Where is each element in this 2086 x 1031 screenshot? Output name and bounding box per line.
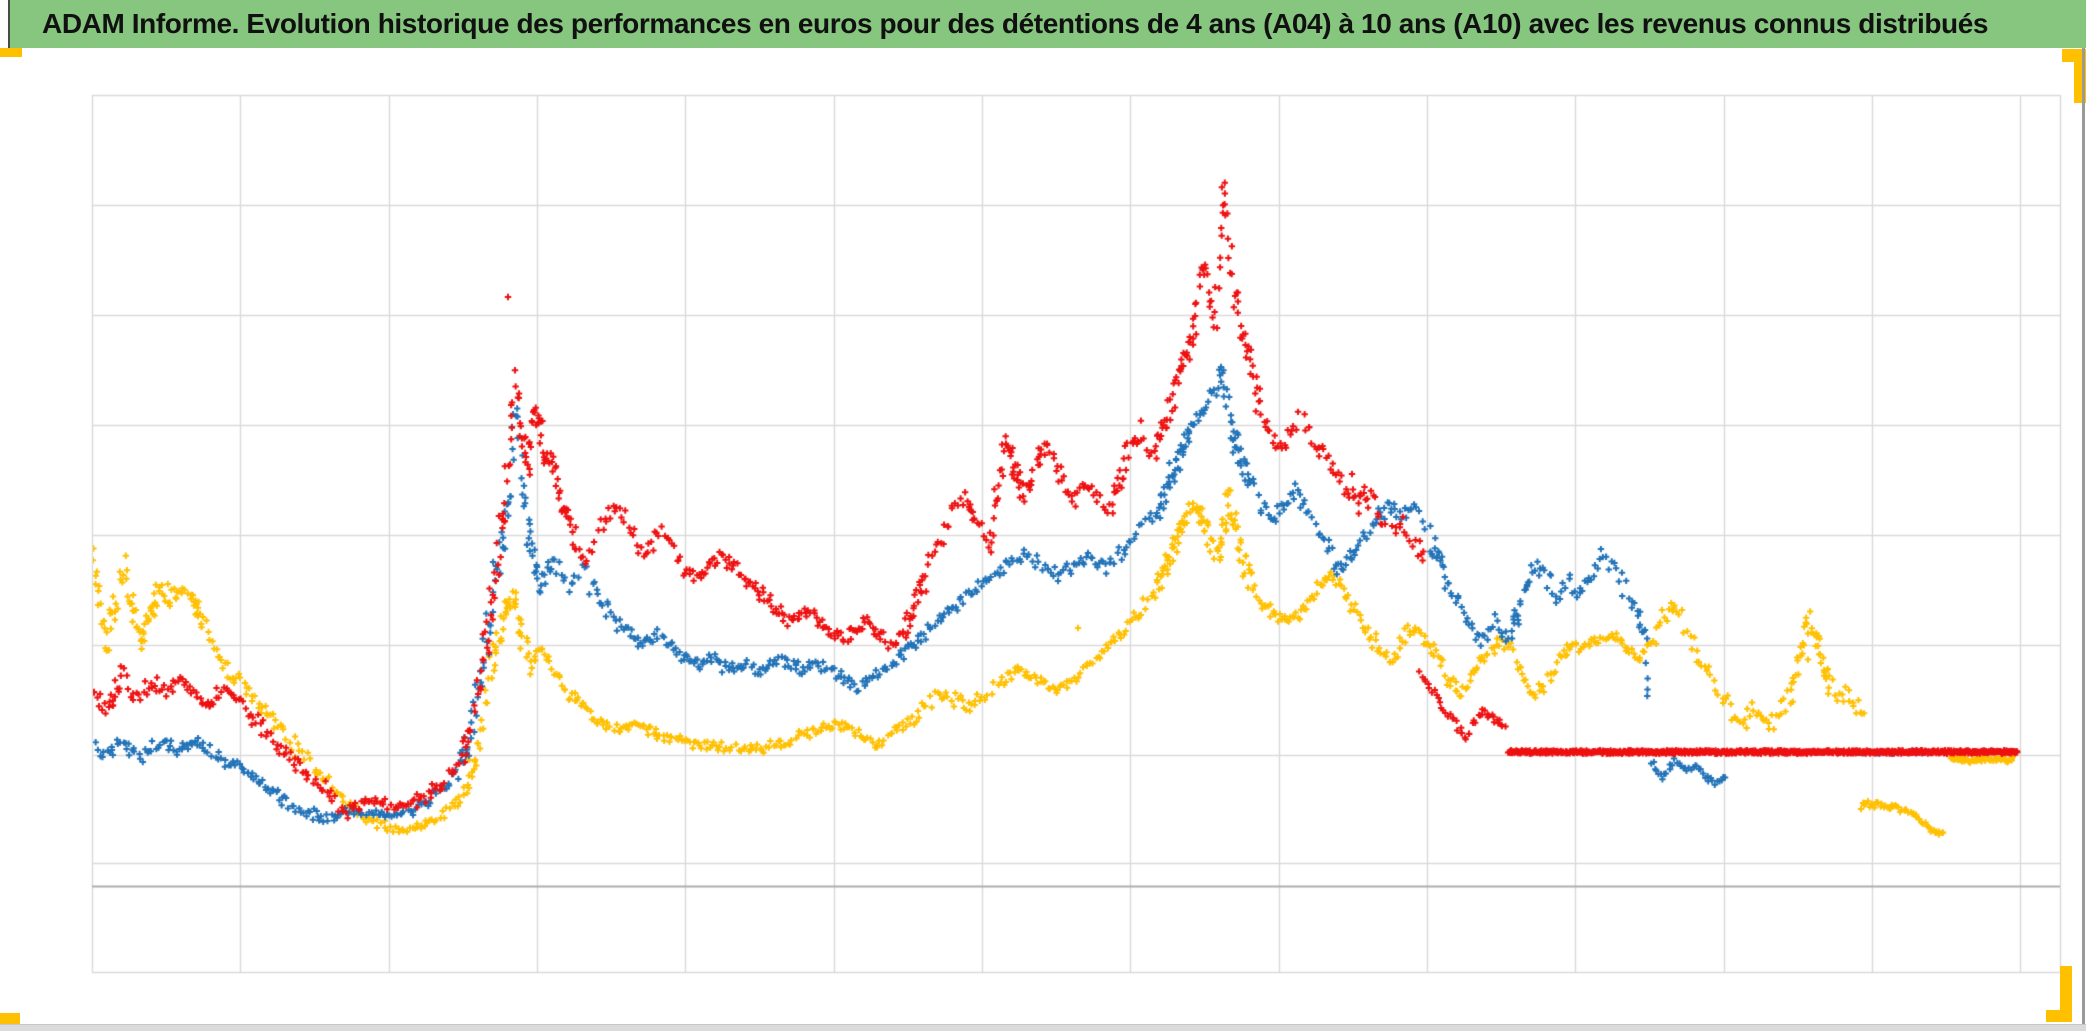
corner-handle-bottom-left xyxy=(0,1013,20,1025)
corner-handle-bottom-right-h xyxy=(2046,1010,2072,1022)
window-right-edge xyxy=(2082,48,2085,1031)
window-bottom-bar xyxy=(0,1024,2086,1031)
corner-handle-top-left xyxy=(0,48,22,57)
corner-handle-bottom-right-v xyxy=(2060,966,2072,1022)
